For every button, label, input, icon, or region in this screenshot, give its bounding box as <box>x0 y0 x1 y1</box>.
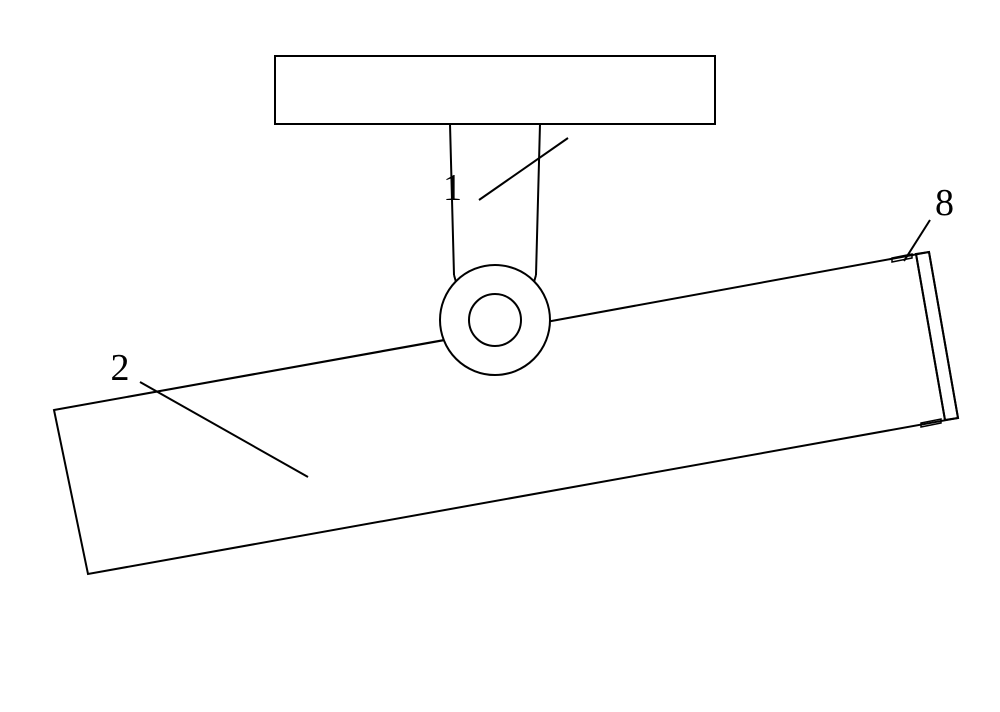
stem <box>450 124 540 275</box>
label-8: 8 <box>935 182 954 224</box>
label-2: 2 <box>111 347 130 389</box>
leader-2 <box>140 382 308 477</box>
leader-1 <box>479 138 568 200</box>
label-1: 1 <box>443 167 462 209</box>
diagram-canvas: 1 2 8 <box>0 0 1000 712</box>
top-plate <box>275 56 715 124</box>
